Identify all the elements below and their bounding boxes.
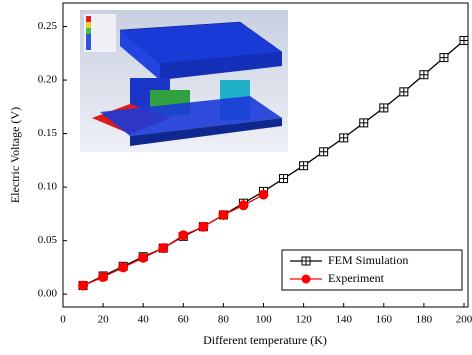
- y-tick-label: 0.15: [38, 127, 58, 139]
- data-point: [119, 263, 128, 272]
- x-tick-label: 120: [295, 314, 312, 326]
- legend-label: Experiment: [328, 271, 385, 285]
- y-tick-label: 0.05: [38, 234, 58, 246]
- x-tick-label: 200: [456, 314, 472, 326]
- inset-image: [80, 10, 288, 152]
- data-point: [280, 175, 288, 183]
- x-tick-label: 20: [98, 314, 110, 326]
- data-point: [360, 119, 368, 127]
- data-point: [199, 222, 208, 231]
- y-tick-label: 0.10: [38, 181, 58, 193]
- data-point: [300, 162, 308, 170]
- data-point: [400, 88, 408, 96]
- data-point: [440, 54, 448, 62]
- chart: Different temperature (K) Electric Volta…: [0, 0, 472, 355]
- data-point: [380, 104, 388, 112]
- y-tick-label: 0.00: [38, 288, 58, 300]
- y-tick-label: 0.25: [38, 20, 58, 32]
- data-point: [320, 148, 328, 156]
- data-point: [139, 253, 148, 262]
- x-axis-title: Different temperature (K): [203, 333, 327, 347]
- data-point: [179, 231, 188, 240]
- data-point: [239, 201, 248, 210]
- x-tick-label: 40: [138, 314, 150, 326]
- data-point: [420, 71, 428, 79]
- y-axis-title: Electric Voltage (V): [8, 107, 22, 203]
- x-tick-label: 60: [178, 314, 190, 326]
- x-tick-label: 140: [335, 314, 352, 326]
- x-tick-label: 100: [255, 314, 272, 326]
- x-tick-label: 180: [416, 314, 433, 326]
- data-point: [460, 36, 468, 44]
- data-point: [340, 134, 348, 142]
- x-tick-label: 0: [60, 314, 66, 326]
- data-point: [99, 273, 108, 282]
- x-tick-label: 160: [376, 314, 393, 326]
- x-tick-label: 80: [218, 314, 230, 326]
- data-point: [79, 281, 88, 290]
- data-point: [259, 190, 268, 199]
- data-point: [219, 210, 228, 219]
- legend-marker: [302, 257, 310, 265]
- y-tick-label: 0.20: [38, 74, 58, 86]
- page: {"chart_data": {"type": "line", "xlabel"…: [0, 0, 472, 355]
- legend-marker: [302, 275, 311, 284]
- legend-label: FEM Simulation: [328, 253, 408, 267]
- legend-symbol: [302, 275, 311, 284]
- data-point: [159, 244, 168, 253]
